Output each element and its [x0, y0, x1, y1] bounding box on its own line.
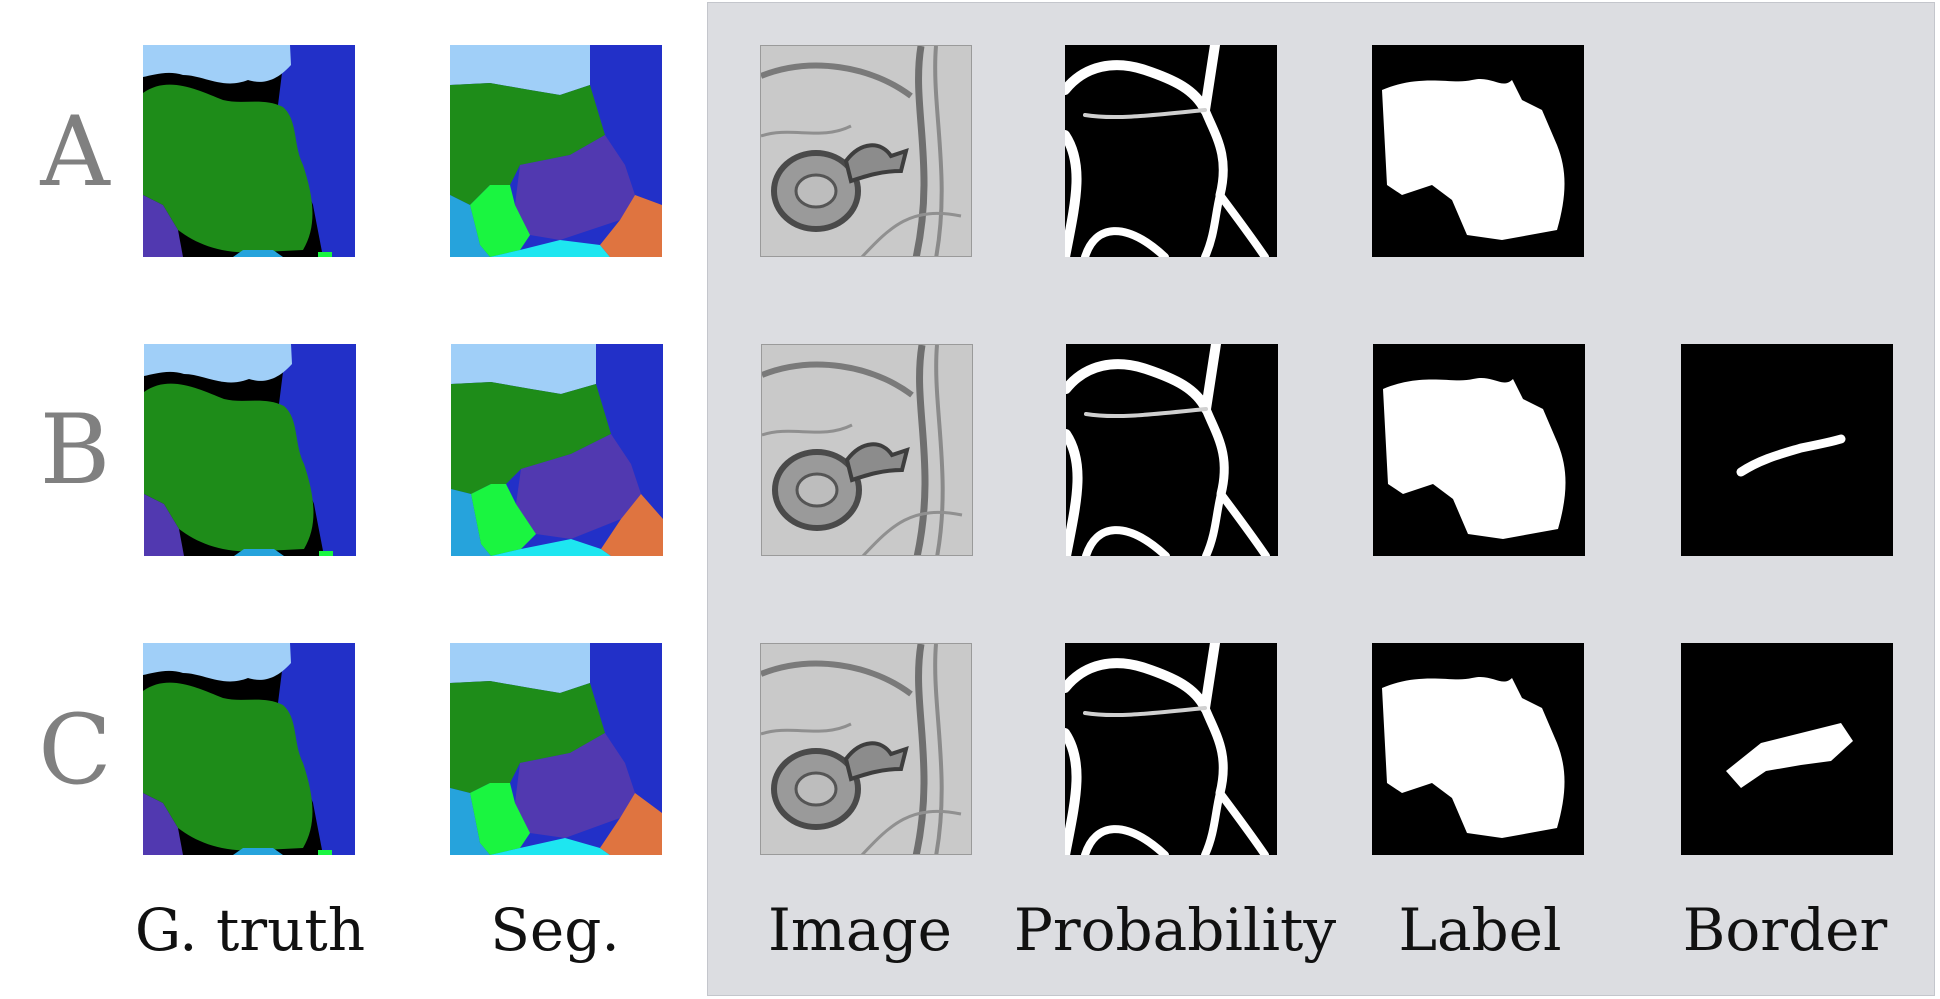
gtruth-tile-a [143, 45, 355, 257]
column-label-border: Border [1682, 896, 1888, 964]
border-mask-tile-c [1681, 643, 1893, 855]
segmentation-tile-c [450, 643, 662, 855]
label-mask-tile-a [1372, 45, 1584, 257]
segmentation-tile-a [450, 45, 662, 257]
column-label-label: Label [1398, 896, 1562, 964]
column-label-probability: Probability [1013, 896, 1337, 964]
em-image-tile-b [761, 344, 973, 556]
border-mask-tile-b [1681, 344, 1893, 556]
label-mask-tile-b [1373, 344, 1585, 556]
row-letter-a: A [40, 96, 110, 208]
em-image-tile-c [760, 643, 972, 855]
gtruth-tile-b [144, 344, 356, 556]
em-image-tile-a [760, 45, 972, 257]
probability-tile-c [1065, 643, 1277, 855]
probability-tile-a [1065, 45, 1277, 257]
segmentation-tile-b [451, 344, 663, 556]
row-letter-b: B [39, 394, 111, 506]
column-label-image: Image [768, 896, 952, 964]
row-letter-c: C [38, 694, 112, 806]
probability-tile-b [1066, 344, 1278, 556]
column-label-gtruth: G. truth [134, 896, 366, 964]
column-label-seg: Seg. [490, 896, 620, 964]
label-mask-tile-c [1372, 643, 1584, 855]
gtruth-tile-c [143, 643, 355, 855]
